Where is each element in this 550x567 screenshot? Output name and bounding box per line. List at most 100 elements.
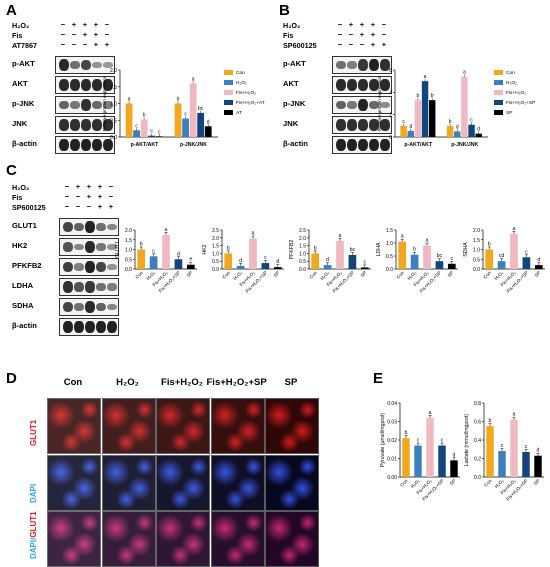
x-category-label: SP (186, 270, 194, 278)
x-category-label: H₂O₂ (145, 270, 156, 281)
bar (454, 131, 461, 137)
y-tick-label: 0.0 (474, 475, 481, 481)
column-header: SP (284, 377, 298, 388)
treatment-label: SP600125 (12, 203, 46, 212)
blot-band (347, 79, 357, 91)
treatment-label: H₂O₂ (12, 183, 30, 192)
blot-strip (58, 278, 119, 296)
y-axis-label: Relative protein expression (102, 75, 107, 131)
micrograph-tile (210, 398, 265, 454)
blot-band (336, 119, 346, 131)
blot-band (85, 220, 95, 234)
blot-band (92, 138, 102, 152)
y-tick-label: 0.5 (212, 259, 219, 265)
significance-letter: a (424, 74, 427, 80)
blot-band (103, 101, 113, 109)
significance-letter: e (189, 257, 192, 263)
blot-strip (58, 218, 119, 236)
blot-band (81, 138, 91, 152)
blot-strip (58, 318, 119, 336)
blot-band (81, 99, 91, 111)
y-tick-label: 2.0 (125, 228, 132, 234)
legend-swatch (494, 110, 503, 115)
blot-band (103, 138, 113, 152)
column-header: Fis+H₂O₂ (161, 377, 203, 388)
blot-band (96, 223, 106, 231)
blot-band (63, 281, 73, 293)
bar (498, 451, 506, 477)
column-header: H₂O₂ (116, 377, 139, 388)
treatment-sign: + (82, 20, 88, 29)
legend-swatch (494, 90, 503, 95)
significance-letter: a (165, 227, 168, 233)
treatment-sign: − (71, 40, 77, 49)
blot-label: JNK (283, 119, 299, 128)
micrograph-tile (265, 398, 319, 454)
significance-letter: d (537, 257, 540, 263)
significance-letter: c (152, 248, 155, 254)
significance-letter: a (192, 76, 195, 82)
bar (534, 455, 542, 477)
blot-band (103, 79, 113, 91)
treatment-label: H₂O₂ (283, 21, 301, 30)
legend-swatch (224, 100, 233, 105)
treatment-label: Fis (12, 193, 23, 202)
y-tick-label: 0.6 (474, 420, 481, 426)
blot-band (70, 61, 80, 69)
row-label: GLUT1 (29, 419, 38, 446)
micrograph-tile (101, 398, 156, 454)
blot-strip (54, 136, 115, 154)
micrograph-tile (210, 511, 265, 567)
significance-letter: b (413, 247, 416, 253)
blot-label: SDHA (12, 301, 34, 310)
blot-label: p-JNK (283, 99, 306, 108)
blot-band (369, 138, 379, 152)
y-tick-label: 2.0 (473, 228, 480, 234)
y-tick-label: 0.03 (387, 420, 397, 426)
bar (510, 233, 518, 269)
blot-band (358, 119, 368, 131)
bar (186, 264, 195, 269)
significance-letter: c (417, 438, 420, 444)
blot-band (336, 61, 346, 69)
blot-band (63, 261, 73, 273)
y-axis-label: Lactate (mmol/mgprot) (464, 414, 470, 466)
bar (435, 261, 444, 269)
blot-band (96, 243, 106, 251)
legend-label: Con (236, 70, 245, 76)
blot-label: p-AKT (12, 59, 35, 68)
blot-band (347, 101, 357, 109)
y-tick-label: 1.0 (299, 251, 306, 257)
blot-strip (54, 116, 115, 134)
blot-band (63, 242, 73, 252)
y-tick-label: 1.0 (212, 251, 219, 257)
blot-band (358, 59, 368, 71)
significance-letter: c (441, 438, 444, 444)
blot-band (85, 281, 95, 293)
bar (447, 263, 456, 269)
bar (133, 130, 140, 137)
blot-band (92, 79, 102, 91)
bar (522, 257, 531, 269)
micrograph-tile (210, 454, 265, 511)
treatment-sign: − (64, 182, 70, 191)
panel-letter-a: A (6, 2, 17, 19)
significance-letter: a (426, 238, 429, 244)
blot-band (70, 79, 80, 91)
blot-band (70, 138, 80, 152)
treatment-sign: − (60, 20, 66, 29)
blot-band (92, 119, 102, 131)
micrograph-tile (101, 454, 156, 511)
treatment-sign: + (93, 40, 99, 49)
significance-letter: bc (350, 247, 356, 253)
treatment-sign: + (381, 40, 387, 49)
treatment-sign: + (104, 40, 110, 49)
blot-band (74, 320, 84, 334)
bar (426, 417, 434, 477)
treatment-sign: − (359, 40, 365, 49)
significance-letter: c (402, 119, 405, 125)
bar (398, 241, 407, 269)
y-tick-label: 0.0 (473, 267, 480, 273)
